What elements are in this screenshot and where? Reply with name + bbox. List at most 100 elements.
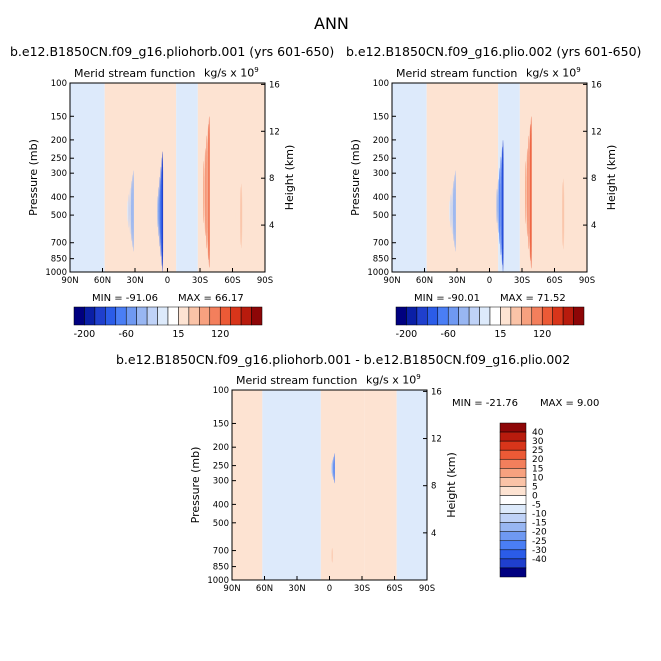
colorbar-2-swatch-13 [531, 306, 543, 326]
colorbar-1-swatch-15 [230, 306, 242, 326]
panel-1-y-tick-label-7: 700 [51, 239, 67, 249]
panel-3-y-tick-label-4: 300 [213, 477, 229, 487]
panel-1-min: MIN = -91.06 [92, 293, 159, 304]
panel-2-cell-1-level-5 [530, 116, 532, 269]
panel-1-cell-1-level-0 [201, 172, 203, 212]
panel-2-cell-0-level-2 [499, 167, 501, 245]
panel-2-cell-1-level-1 [525, 161, 527, 224]
panel-1-max: MAX = 66.17 [178, 293, 244, 304]
panel-2-cell-2-level-5 [454, 170, 456, 252]
panel-3-case-title: b.e12.B1850CN.f09_g16.pliohorb.001 - b.e… [116, 352, 571, 367]
colorbar-2-label-3: 120 [533, 329, 551, 340]
panel-2-y-tick-label-1: 150 [373, 112, 389, 122]
panel-2-y-tick-label-5: 400 [373, 193, 389, 203]
panel-3-units: kg/s x 109 [366, 373, 421, 387]
panel-3-y2-tick-label-2: 8 [431, 482, 436, 492]
panel-3-y-tick-label-0: 100 [213, 386, 229, 396]
panel-3-y-tick-label-8: 850 [213, 563, 229, 573]
colorbar-1-swatch-11 [188, 306, 200, 326]
panel-2-cell-3-level-1 [557, 199, 559, 229]
panel-2-cell-0-level-0 [496, 188, 498, 224]
panel-2-cell-2-level-0 [449, 200, 451, 222]
panel-1-cell-0-level-3 [160, 166, 162, 257]
colorbar-diff-label-8: -5 [532, 501, 541, 511]
panel-1-x-tick-label-2: 30N [126, 276, 143, 286]
panel-2-min: MIN = -90.01 [414, 293, 481, 304]
colorbar-2-swatch-12 [521, 306, 533, 326]
panel-2-y-tick-label-2: 200 [373, 136, 389, 146]
panel-3-band-3 [364, 390, 397, 580]
panel-3-x-tick-label-6: 90S [419, 584, 435, 594]
panel-3-x-tick-label-1: 60N [256, 584, 273, 594]
panel-2-y-tick-label-7: 700 [373, 239, 389, 249]
panel-3-x-tick-label-0: 90N [223, 584, 240, 594]
panel-2-band-0 [392, 83, 427, 272]
panel-2-cell-3-level-4 [562, 182, 564, 246]
panel-3-x-tick-label-2: 30N [288, 584, 305, 594]
panel-2-cell-3-level-0 [556, 204, 558, 224]
panel-2-cell-2-level-2 [451, 187, 453, 235]
panel-2-cell-0-level-1 [497, 178, 499, 234]
colorbar-2-swatch-9 [489, 306, 501, 326]
colorbar-diff-swatch-16 [499, 567, 527, 578]
panel-2-cell-3-level-5 [563, 178, 565, 250]
colorbar-1-swatch-5 [125, 306, 137, 326]
panel-1-cell-2-level-4 [132, 174, 134, 248]
panel-3-y-tick-label-9: 1000 [207, 576, 229, 586]
panel-2-cell-3-level-3 [560, 187, 562, 241]
panel-2-y2-tick-label-2: 8 [591, 174, 596, 184]
panel-3-band-4 [396, 390, 427, 580]
colorbar-2-swatch-6 [458, 306, 470, 326]
panel-2-cell-3-level-2 [559, 193, 561, 235]
colorbar-diff-label-12: -25 [532, 537, 547, 547]
panel-1-cell-1-level-3 [206, 135, 208, 249]
panel-2-cell-1-level-0 [523, 172, 525, 213]
colorbar-1-swatch-14 [219, 306, 231, 326]
panel-1-y-tick-label-3: 250 [51, 154, 67, 164]
colorbar-2-swatch-4 [437, 306, 449, 326]
colorbar-2-swatch-16 [562, 306, 574, 326]
colorbar-diff-swatch-10 [499, 513, 527, 523]
colorbar-2-swatch-2 [416, 306, 428, 326]
panel-1-x-tick-label-5: 60S [224, 276, 240, 286]
colorbar-2-label-0: -200 [396, 329, 418, 340]
colorbar-diff-label-6: 5 [532, 482, 538, 492]
panel-2-x-tick-label-2: 30N [448, 276, 465, 286]
panel-3-y-tick-label-1: 150 [213, 419, 229, 429]
colorbar-2-swatch-14 [541, 306, 553, 326]
panel-3-max: MAX = 9.00 [540, 398, 600, 409]
panel-2-x-tick-label-5: 60S [546, 276, 562, 286]
colorbar-2-swatch-10 [500, 306, 512, 326]
panel-2-y-tick-label-0: 100 [373, 79, 389, 89]
panel-3-variable: Merid stream function [236, 374, 358, 387]
colorbar-1-swatch-7 [146, 306, 158, 326]
panel-2-case-title: b.e12.B1850CN.f09_g16.plio.002 (yrs 601-… [346, 44, 642, 59]
panel-1-y-tick-label-0: 100 [51, 79, 67, 89]
panel-2-cell-2-level-4 [454, 174, 456, 248]
panel-1-cell-1-level-5 [208, 116, 210, 268]
panel-1-cell-2-level-2 [129, 187, 131, 235]
panel-3-band-0 [232, 390, 263, 580]
colorbar-2-label-2: 15 [494, 329, 506, 340]
colorbar-diff-swatch-5 [499, 468, 527, 478]
panel-1-cell-3-level-2 [237, 197, 239, 235]
panel-1-cell-2-level-1 [128, 194, 130, 228]
panel-1-y-tick-label-9: 1000 [45, 268, 67, 278]
colorbar-diff-swatch-3 [499, 449, 527, 460]
panel-1-cell-1-level-4 [207, 123, 209, 261]
panel-2-cell-1-level-2 [526, 148, 528, 237]
panel-1-cell-0-level-1 [158, 186, 160, 237]
colorbar-diff-swatch-12 [499, 531, 527, 542]
panel-2-cell-0-level-4 [501, 146, 503, 266]
panel-2-max: MAX = 71.52 [500, 293, 566, 304]
colorbar-2-swatch-7 [468, 306, 480, 326]
panel-3-band-2 [320, 390, 365, 580]
panel-1-y-tick-label-5: 400 [51, 193, 67, 203]
panel-1-variable: Merid stream function [74, 67, 196, 80]
panel-2-cell-2-level-1 [450, 194, 452, 228]
colorbar-diff-swatch-4 [499, 458, 527, 469]
colorbar-2-swatch-11 [510, 306, 522, 326]
colorbar-1-swatch-12 [199, 306, 211, 326]
panel-3-band-1 [262, 390, 321, 580]
panel-1-y2-tick-label-2: 8 [269, 174, 274, 184]
